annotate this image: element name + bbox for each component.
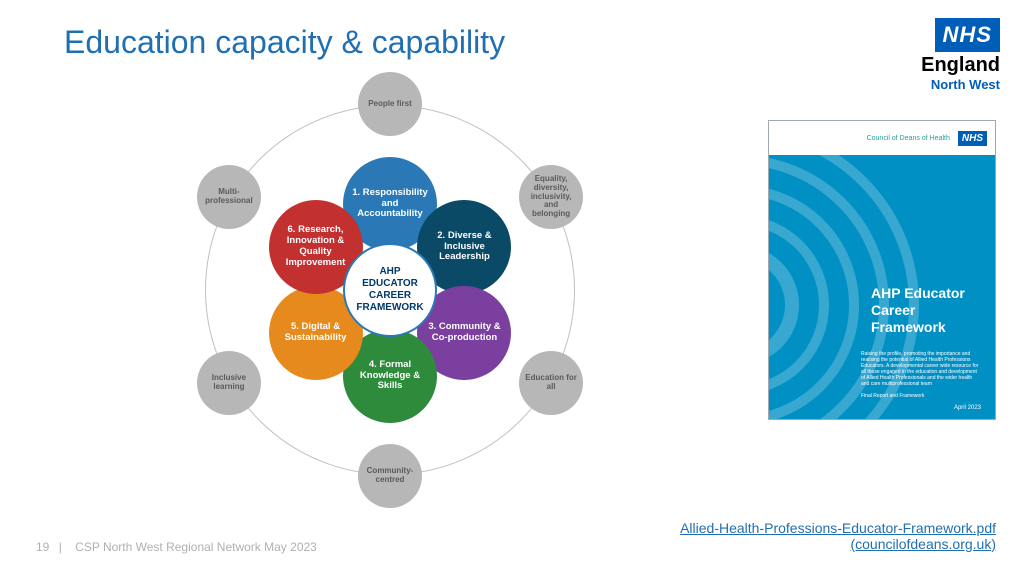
link-line2[interactable]: (councilofdeans.org.uk) (850, 536, 996, 552)
footer-text: CSP North West Regional Network May 2023 (75, 540, 317, 554)
footer-separator: | (59, 540, 62, 554)
nhs-england-text: England (921, 54, 1000, 77)
slide-title: Education capacity & capability (64, 24, 505, 61)
pdf-link[interactable]: Allied-Health-Professions-Educator-Frame… (680, 520, 996, 552)
outer-node-0: People first (358, 72, 422, 136)
cover-title: AHP Educator Career Framework (871, 285, 981, 335)
outer-node-1: Equality, diversity, inclusivity, and be… (519, 165, 583, 229)
nhs-logo-block: NHS England North West (921, 18, 1000, 92)
link-line1[interactable]: Allied-Health-Professions-Educator-Frame… (680, 520, 996, 536)
nhs-northwest-text: North West (921, 77, 1000, 92)
cover-body: AHP Educator Career Framework Raising th… (769, 155, 995, 420)
footer: 19 | CSP North West Regional Network May… (36, 540, 317, 554)
outer-node-3: Community-centred (358, 444, 422, 508)
center-circle: AHP EDUCATOR CAREER FRAMEWORK (343, 243, 437, 337)
report-cover: Council of Deans of Health NHS AHP Educa… (768, 120, 996, 420)
cover-date: April 2023 (954, 405, 981, 411)
cover-header: Council of Deans of Health NHS (769, 121, 995, 155)
outer-node-2: Education for all (519, 351, 583, 415)
outer-node-5: Multi-professional (197, 165, 261, 229)
nhs-logo: NHS (935, 18, 1000, 52)
page-number: 19 (36, 540, 49, 554)
cover-nhs-logo: NHS (958, 131, 987, 146)
cover-subtitle: Raising the profile, promoting the impor… (861, 351, 981, 399)
council-logo-text: Council of Deans of Health (867, 135, 950, 142)
framework-diagram: AHP EDUCATOR CAREER FRAMEWORK 1. Respons… (180, 80, 600, 500)
outer-node-4: Inclusive learning (197, 351, 261, 415)
